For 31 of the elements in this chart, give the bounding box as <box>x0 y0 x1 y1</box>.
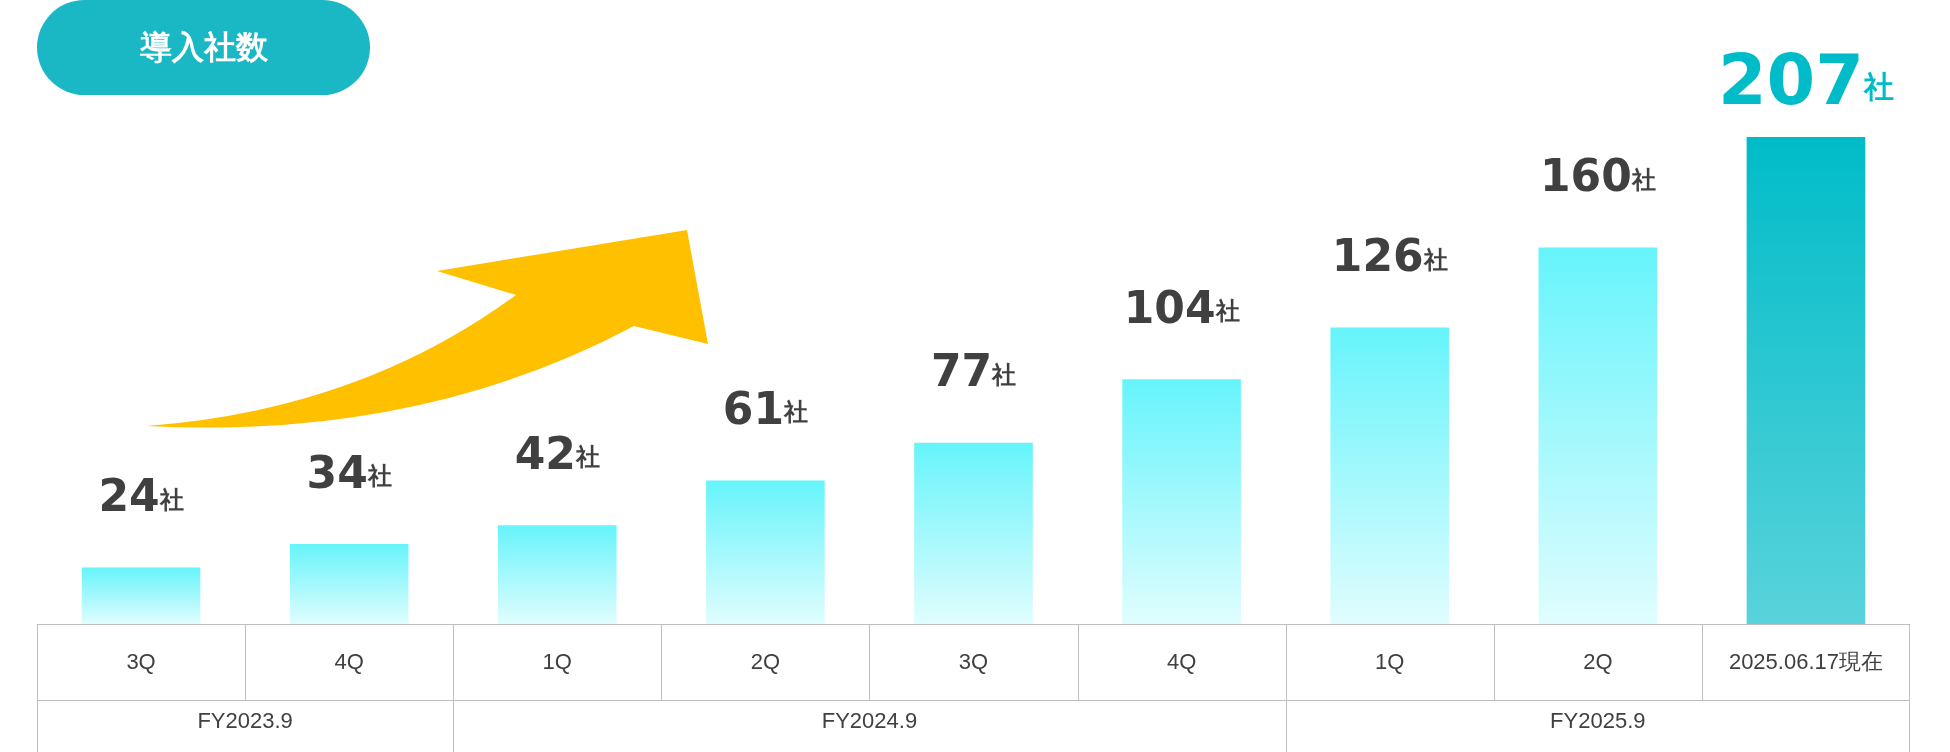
data-label: 160社 <box>1539 150 1656 202</box>
bar <box>289 544 409 624</box>
x-tick-label: 2Q <box>750 648 781 674</box>
bar <box>706 480 825 624</box>
x-tick-label: 3Q <box>958 648 989 674</box>
data-label: 207社 <box>1717 39 1894 121</box>
x-tick-label: 1Q <box>1375 648 1405 674</box>
bar <box>497 525 617 624</box>
data-label: 126社 <box>1331 230 1448 282</box>
x-tick-label: 4Q <box>334 648 364 674</box>
bar <box>1746 137 1866 624</box>
text: FY2023.9 <box>196 708 294 734</box>
bar <box>1538 247 1658 624</box>
data-label: 77社 <box>930 345 1017 397</box>
x-tick-label: 1Q <box>542 648 572 674</box>
x-tick-label: 3Q <box>126 648 156 674</box>
bar <box>1122 379 1241 624</box>
chart-title: 導入社数 <box>37 0 370 95</box>
bar <box>1330 327 1450 624</box>
x-tick-label: 2Q <box>1583 648 1613 674</box>
bar <box>81 567 201 624</box>
text: FY2024.9 <box>820 708 919 734</box>
x-tick-label: 4Q <box>1166 648 1197 674</box>
data-label: 34社 <box>306 446 392 498</box>
text: FY2025.9 <box>1549 708 1647 734</box>
bar <box>914 442 1033 624</box>
data-label: 104社 <box>1123 281 1240 333</box>
data-label: 61社 <box>722 382 808 434</box>
data-label: 24社 <box>98 470 184 522</box>
data-label: 42社 <box>514 427 600 479</box>
x-tick-label: 2025.06.17現在 <box>1728 648 1883 674</box>
